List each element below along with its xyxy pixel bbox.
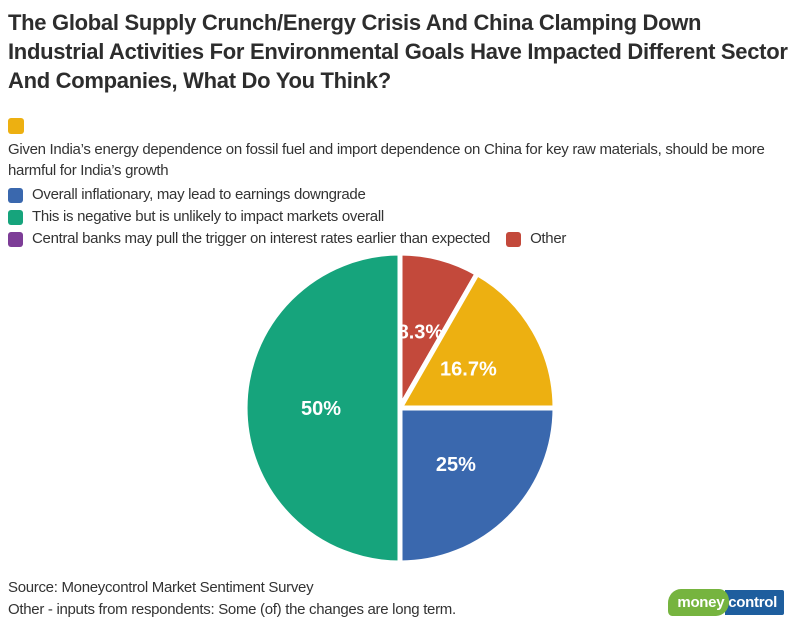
legend-item-inflationary: Overall inflationary, may lead to earnin… xyxy=(8,187,796,203)
legend-label-negative-no-impact: This is negative but is unlikely to impa… xyxy=(32,208,384,225)
pie-slice-2[interactable] xyxy=(397,405,558,566)
legend: Given India’s energy dependence on fossi… xyxy=(8,118,796,247)
legend-swatch-red xyxy=(506,231,522,247)
source-line: Source: Moneycontrol Market Sentiment Su… xyxy=(8,579,314,596)
legend-item-negative-no-impact: This is negative but is unlikely to impa… xyxy=(8,209,796,225)
legend-swatch-yellow xyxy=(8,118,24,134)
chart-title: The Global Supply Crunch/Energy Crisis A… xyxy=(8,10,788,93)
legend-swatch-green xyxy=(8,209,23,225)
legend-label-energy-dependence: Given India’s energy dependence on fossi… xyxy=(8,141,765,179)
logo-money-part: money xyxy=(668,588,730,616)
source-other-note: Other - inputs from respondents: Some (o… xyxy=(8,601,456,618)
legend-item-central-banks-and-other: Central banks may pull the trigger on in… xyxy=(8,231,796,247)
legend-item-energy-dependence: Given India’s energy dependence on fossi… xyxy=(8,118,796,181)
legend-swatch-purple xyxy=(8,231,23,247)
legend-label-other: Other xyxy=(530,230,567,247)
legend-label-inflationary: Overall inflationary, may lead to earnin… xyxy=(32,186,366,203)
legend-label-central-banks: Central banks may pull the trigger on in… xyxy=(32,230,491,247)
logo-control-part: control xyxy=(725,589,784,615)
source-note: Source: Moneycontrol Market Sentiment Su… xyxy=(8,577,456,621)
pie-slice-3[interactable] xyxy=(242,250,403,566)
moneycontrol-logo: money control xyxy=(668,588,784,616)
legend-swatch-blue xyxy=(8,187,23,203)
pie-slice-1[interactable] xyxy=(397,271,558,411)
